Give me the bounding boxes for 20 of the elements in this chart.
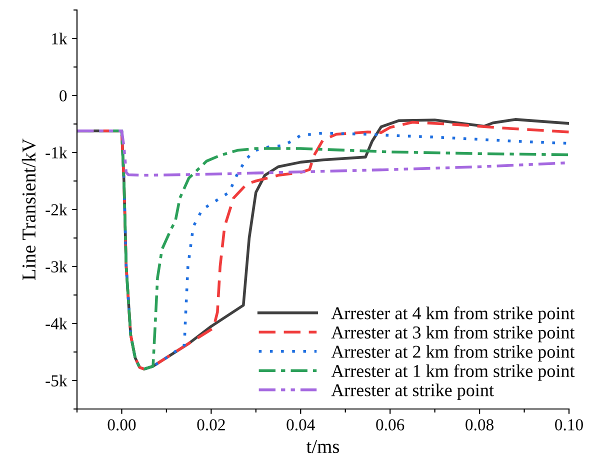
x-tick-label: 0.10	[555, 419, 583, 431]
y-tick-label: 1k	[52, 32, 68, 44]
x-tick-label: 0.02	[197, 419, 225, 431]
legend-label: Arrester at 4 km from strike point	[331, 306, 575, 323]
y-tick-label: 0	[60, 90, 67, 102]
legend-label: Arrester at 1 km from strike point	[331, 364, 575, 381]
y-tick-label: -2k	[46, 204, 68, 216]
legend-label: Arrester at strike point	[331, 384, 494, 400]
x-tick-label: 0.00	[108, 419, 136, 431]
legend-label: Arrester at 2 km from strike point	[331, 344, 575, 362]
y-tick-label: -1k	[46, 146, 68, 158]
x-axis-title: t/ms	[306, 440, 340, 454]
x-tick-label: 0.04	[286, 419, 315, 431]
y-tick-label: -3k	[46, 260, 68, 272]
x-tick-label: 0.08	[466, 419, 494, 431]
y-tick-label: -4k	[46, 318, 68, 330]
y-axis-title: Line Transient/kV	[22, 138, 36, 280]
legend-label: Arrester at 3 km from strike point	[331, 326, 575, 342]
y-tick-label: -5k	[46, 374, 68, 386]
x-tick-label: 0.06	[376, 419, 404, 431]
